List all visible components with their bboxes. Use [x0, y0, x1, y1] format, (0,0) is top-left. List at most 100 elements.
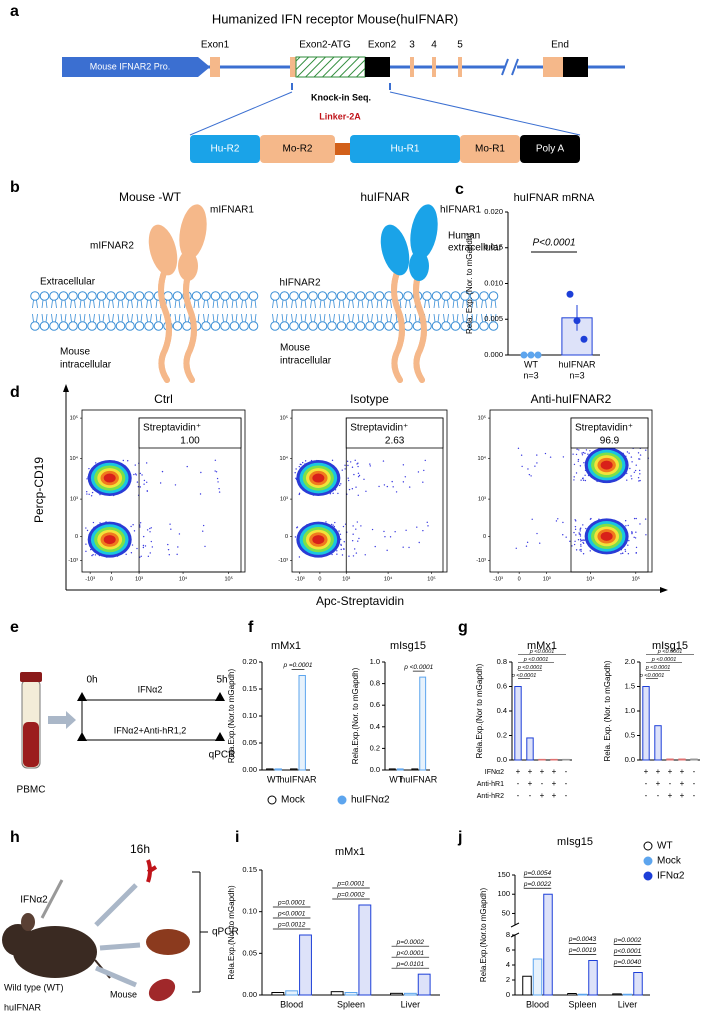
- legend-label: WT: [657, 841, 673, 852]
- exon: [365, 57, 390, 77]
- y-tick-label: 0: [506, 990, 510, 999]
- x-tick-label: Spleen: [568, 999, 596, 1009]
- event-dot: [352, 555, 355, 557]
- density: [312, 473, 325, 483]
- lipid-head: [488, 321, 499, 331]
- event-dot: [579, 540, 582, 542]
- event-dot: [633, 517, 636, 520]
- lipid-tail: [475, 299, 478, 309]
- lipid-head: [172, 321, 183, 331]
- event-dot: [146, 529, 149, 531]
- bar: [403, 992, 417, 996]
- diagram-label: extracellular: [448, 243, 503, 254]
- event-dot: [85, 550, 87, 553]
- diagram-label: Human: [448, 231, 480, 242]
- lipid-tail: [291, 313, 293, 323]
- event-dot: [578, 533, 581, 535]
- lipid-tail: [338, 299, 341, 309]
- lipid-tail: [329, 313, 331, 323]
- lipid-tail: [117, 299, 120, 309]
- event-dot: [584, 474, 586, 477]
- event-dot: [325, 521, 327, 523]
- lipid-tail: [433, 299, 436, 309]
- event-dot: [571, 545, 573, 547]
- event-dot: [575, 453, 578, 456]
- lipid-head: [39, 321, 50, 331]
- lipid-tail: [452, 299, 455, 309]
- event-dot: [635, 546, 638, 549]
- event-dot: [402, 481, 405, 483]
- treatment-label: IFNα2: [138, 684, 163, 694]
- lipid-head: [374, 321, 385, 331]
- event-dot: [631, 532, 633, 534]
- condition-sign: +: [516, 767, 521, 776]
- lipid-head: [279, 321, 290, 331]
- y-tick-label: 0.20: [242, 657, 257, 666]
- event-dot: [133, 473, 135, 476]
- event-dot: [562, 456, 565, 458]
- y-axis-title: Rela. Exp. (Nor. to mGapdh): [603, 660, 612, 761]
- lipid-tail: [475, 313, 478, 323]
- event-dot: [355, 486, 357, 488]
- legend-marker: [267, 795, 277, 805]
- event-dot: [408, 546, 410, 549]
- event-dot: [631, 461, 633, 463]
- lipid-tail: [146, 313, 148, 323]
- event-dot: [575, 520, 577, 522]
- y-tick-label: 0.10: [242, 711, 257, 720]
- diagram-label: Extracellular: [40, 277, 96, 288]
- y-tick-label: 0.4: [370, 722, 380, 731]
- p-value: p=0.0022: [523, 881, 552, 888]
- linker-block: [335, 143, 350, 155]
- lipid-tail: [250, 313, 253, 323]
- event-dot: [347, 477, 349, 479]
- lipid-tail: [112, 299, 114, 309]
- event-dot: [555, 520, 558, 522]
- bar: [550, 758, 558, 761]
- lipid-head: [210, 291, 221, 301]
- event-dot: [635, 552, 637, 554]
- lipid-tail: [376, 299, 379, 309]
- y-tick-label: 0.0: [625, 755, 635, 764]
- event-dot: [357, 465, 359, 468]
- event-dot: [590, 517, 592, 520]
- y-tick-label: 10⁵: [280, 415, 288, 422]
- event-dot: [621, 552, 624, 554]
- lipid-tail: [174, 313, 177, 323]
- event-dot: [296, 526, 299, 528]
- diagram-label: hIFNAR2: [279, 278, 321, 289]
- lipid-head: [182, 321, 192, 331]
- diagram-label: hIFNAR1: [440, 205, 482, 216]
- lipid-tail: [193, 299, 196, 309]
- receptor-stem: [183, 267, 197, 383]
- x-tick-label: -10³: [295, 576, 305, 582]
- bar: [419, 676, 427, 771]
- event-dot: [99, 493, 101, 496]
- panel-letter: i: [235, 829, 239, 846]
- event-dot: [132, 524, 134, 526]
- lipid-tail: [399, 299, 402, 309]
- gate-label-box: [345, 417, 444, 449]
- x-tick-label: Liver: [618, 999, 638, 1009]
- lipid-tail: [70, 299, 72, 309]
- gate-percent: 1.00: [180, 436, 200, 447]
- lipid-tail: [295, 299, 297, 309]
- lipid-tail: [74, 313, 76, 323]
- event-dot: [579, 549, 581, 551]
- sample-label: PBMC: [17, 785, 46, 796]
- vessel: [146, 859, 158, 883]
- event-dot: [365, 490, 367, 493]
- data-point: [534, 351, 542, 359]
- lipid-tail: [272, 299, 274, 309]
- lipid-tail: [226, 299, 228, 309]
- cassette-label: Poly A: [536, 144, 565, 155]
- event-dot: [639, 473, 641, 475]
- bar: [298, 675, 306, 771]
- lipid-tail: [102, 313, 105, 323]
- lipid-tail: [414, 313, 417, 323]
- event-dot: [176, 553, 178, 556]
- lipid-head: [289, 291, 299, 301]
- y-axis-title: Rela.Exp.(Nor.to mGapdh): [227, 669, 236, 764]
- cassette-block: [260, 135, 335, 163]
- lipid-head: [460, 291, 470, 301]
